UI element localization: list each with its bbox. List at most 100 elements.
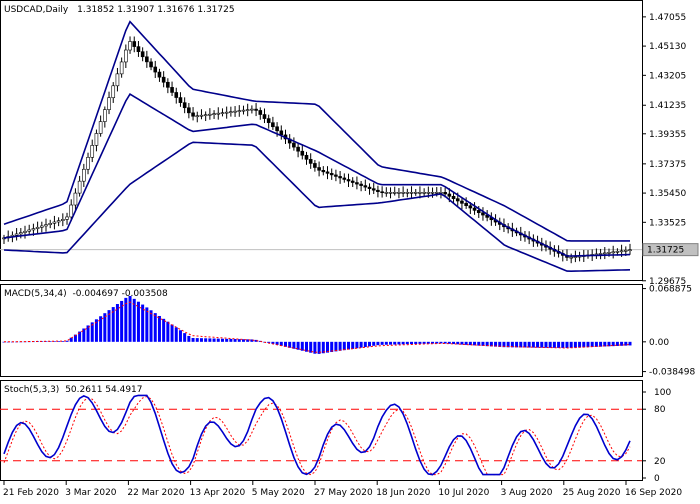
candle-body: [460, 200, 464, 204]
candle-body: [140, 51, 145, 58]
macd-axis-label: 0.068875: [649, 285, 692, 295]
stoch-series-group: [0, 394, 642, 476]
candle-body: [355, 182, 359, 185]
macd-series-group: [2, 296, 632, 354]
macd-histogram-bar: [573, 341, 577, 348]
candle-body: [384, 192, 389, 194]
macd-histogram-bar: [233, 339, 237, 342]
macd-histogram-bar: [279, 341, 283, 346]
macd-histogram-bar: [99, 316, 103, 342]
ohlc-label: 1.31852 1.31907 1.31676 1.31725: [77, 5, 234, 15]
macd-histogram-bar: [405, 341, 409, 345]
candle-body: [191, 112, 195, 117]
macd-histogram-bar: [267, 341, 271, 343]
macd-histogram-bar: [548, 341, 552, 348]
macd-values-label: -0.004697 -0.003508: [73, 289, 169, 299]
price-axis-label: 1.43205: [649, 71, 686, 81]
candle-body: [296, 146, 300, 152]
macd-histogram-bar: [271, 341, 275, 344]
stoch-values-label: 50.2611 54.4917: [65, 385, 142, 395]
candle-body: [464, 203, 468, 206]
macd-histogram-bar: [166, 321, 170, 342]
macd-histogram-bar: [599, 341, 603, 347]
candle-body: [346, 179, 351, 182]
macd-histogram-bar: [464, 341, 468, 345]
macd-histogram-bar: [191, 337, 195, 342]
macd-histogram-bar: [254, 339, 258, 342]
candle-body: [56, 220, 61, 223]
macd-histogram-bar: [183, 333, 187, 342]
macd-histogram-bar: [380, 341, 384, 345]
candle-body: [476, 210, 481, 214]
candle-body: [430, 192, 435, 194]
macd-histogram-bar: [229, 338, 233, 342]
macd-histogram-bar: [283, 341, 287, 347]
candle-body: [292, 142, 296, 148]
candle-body: [90, 145, 95, 158]
macd-histogram-bar: [460, 341, 464, 345]
candle-body: [229, 111, 233, 113]
candle-body: [325, 171, 330, 174]
macd-histogram-bar: [611, 341, 615, 347]
candle-body: [329, 173, 334, 176]
macd-histogram-bar: [393, 341, 397, 345]
candle-body: [199, 114, 204, 117]
stoch-axis-label: 0: [654, 474, 660, 484]
candle-body: [388, 192, 393, 194]
macd-histogram-bar: [372, 341, 376, 346]
bollinger-upper-line: [3, 20, 630, 242]
candle-body: [422, 192, 426, 194]
candle-body: [94, 133, 99, 146]
macd-histogram-bar: [422, 341, 426, 344]
candle-body: [153, 66, 158, 73]
macd-histogram-bar: [485, 341, 489, 347]
candle-body: [27, 229, 32, 232]
macd-histogram-bar: [443, 341, 447, 344]
candle-body: [237, 110, 242, 112]
macd-histogram-bar: [355, 341, 359, 349]
macd-histogram-bar: [313, 341, 317, 354]
macd-histogram-bar: [90, 322, 94, 342]
macd-histogram-bar: [78, 331, 82, 342]
candle-body: [334, 174, 338, 177]
candle-body: [397, 192, 401, 194]
macd-histogram-bar: [52, 341, 56, 342]
candle-body: [174, 92, 179, 98]
price-series-group: [0, 20, 642, 273]
macd-histogram-bar: [527, 341, 531, 348]
candle-body: [279, 130, 284, 136]
price-axis-label: 1.41235: [649, 101, 686, 111]
macd-histogram-bar: [414, 341, 418, 345]
macd-histogram-bar: [103, 313, 107, 342]
macd-histogram-bar: [624, 341, 628, 346]
macd-histogram-bar: [212, 338, 216, 342]
macd-histogram-bar: [389, 341, 393, 345]
candle-body: [602, 252, 607, 255]
candle-body: [250, 108, 254, 111]
macd-histogram-bar: [275, 341, 279, 345]
macd-histogram-bar: [351, 341, 355, 349]
macd-histogram-bar: [502, 341, 506, 348]
stoch-indicator-label: Stoch(5,3,3): [4, 385, 59, 395]
stoch-pane: [0, 380, 643, 481]
candle-body: [145, 56, 149, 63]
current-price-tag: [642, 243, 699, 257]
macd-histogram-bar: [376, 341, 380, 346]
macd-histogram-bar: [309, 341, 313, 353]
macd-histogram-bar: [536, 341, 540, 348]
macd-histogram-bar: [162, 318, 166, 342]
macd-histogram-bar: [473, 341, 477, 346]
stoch-axis-label: 80: [654, 405, 666, 415]
macd-histogram-bar: [73, 334, 77, 342]
macd-histogram-bar: [552, 341, 556, 348]
candle-body: [115, 73, 120, 87]
macd-histogram-bar: [111, 307, 115, 342]
candle-body: [216, 112, 221, 115]
macd-histogram-bar: [347, 341, 351, 350]
macd-histogram-bar: [468, 341, 472, 346]
macd-header: MACD(5,34,4) -0.004697 -0.003508: [4, 289, 168, 299]
macd-histogram-bar: [489, 341, 493, 347]
bollinger-middle-line: [3, 92, 631, 257]
macd-histogram-bar: [368, 341, 372, 347]
candle-body: [392, 192, 397, 194]
